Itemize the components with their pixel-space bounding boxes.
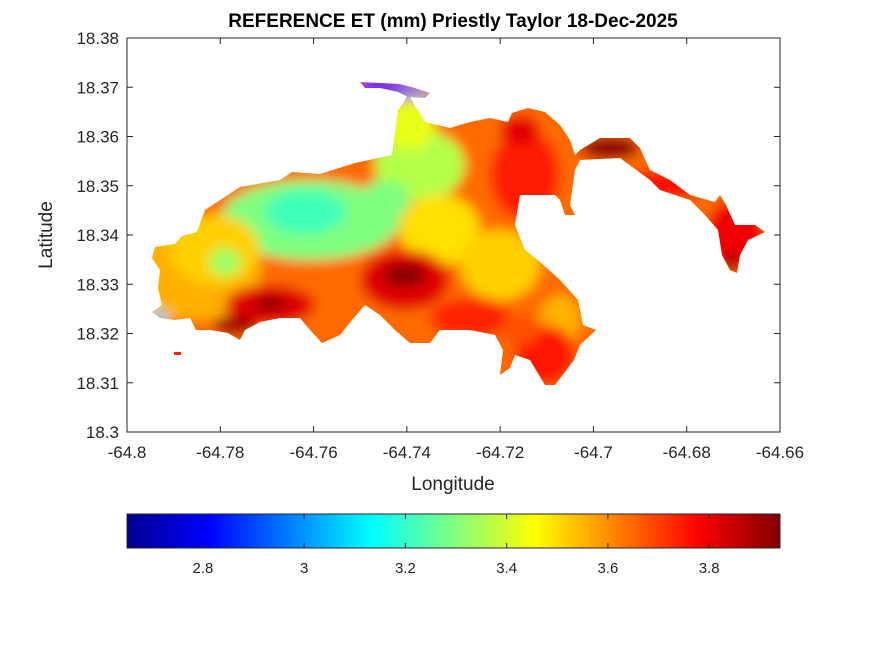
y-tick-label: 18.37 (76, 78, 119, 97)
y-tick-label: 18.35 (76, 177, 119, 196)
x-tick-label: -64.8 (108, 443, 147, 462)
x-tick-label: -64.78 (196, 443, 244, 462)
chart-title: REFERENCE ET (mm) Priestly Taylor 18-Dec… (228, 11, 678, 32)
colorbar (126, 513, 781, 549)
x-axis-label: Longitude (411, 474, 494, 495)
x-tick-label: -64.68 (663, 443, 711, 462)
y-tick-label: 18.3 (86, 423, 119, 442)
colorbar-tick-label: 3.4 (496, 560, 517, 577)
colorbar-ticks: 2.8 3 3.2 3.4 3.6 3.8 (193, 514, 720, 577)
x-tick-label: -64.66 (756, 443, 804, 462)
y-tick-label: 18.36 (76, 128, 119, 147)
y-axis: 18.3 18.31 18.32 18.33 18.34 18.35 18.36 18.37 1… (76, 29, 780, 442)
y-tick-label: 18.31 (76, 374, 119, 393)
colorbar-tick-label: 3.2 (395, 560, 416, 577)
x-tick-label: -64.74 (383, 443, 431, 462)
x-tick-label: -64.7 (574, 443, 613, 462)
isolated-cell (174, 352, 181, 355)
y-tick-label: 18.34 (76, 226, 119, 245)
colorbar-tick-label: 3.8 (699, 560, 720, 577)
x-tick-label: -64.76 (289, 443, 337, 462)
y-tick-label: 18.33 (76, 275, 119, 294)
y-tick-label: 18.32 (76, 325, 119, 344)
x-tick-label: -64.72 (476, 443, 524, 462)
colorbar-tick-label: 2.8 (193, 560, 214, 577)
colorbar-tick-label: 3.6 (597, 560, 618, 577)
y-axis-label: Latitude (36, 201, 57, 269)
colorbar-tick-label: 3 (300, 560, 308, 577)
y-tick-label: 18.38 (76, 29, 119, 48)
x-axis: -64.8 -64.78 -64.76 -64.74 -64.72 -64.7 -64.68… (108, 38, 804, 462)
